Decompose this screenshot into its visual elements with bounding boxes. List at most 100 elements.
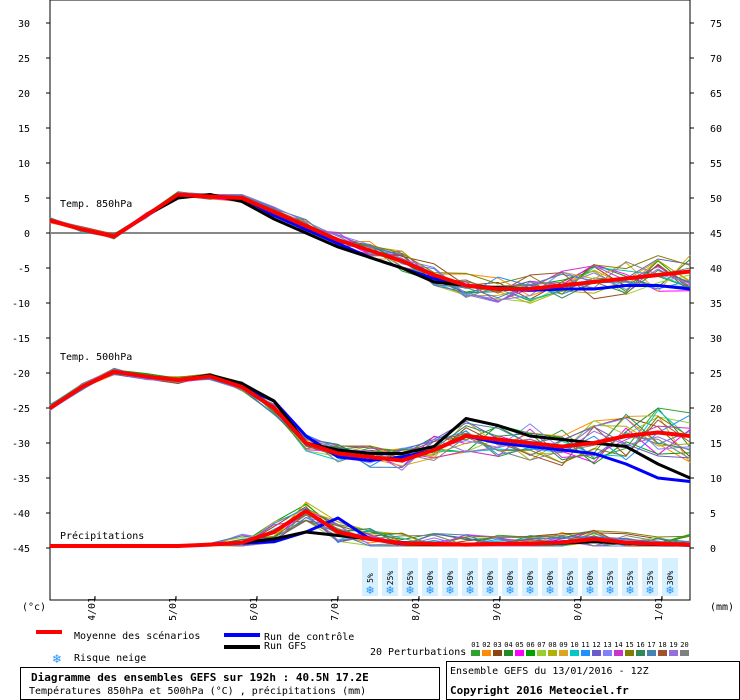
perturbation-color — [526, 650, 535, 656]
snow-risk-bar — [522, 558, 538, 596]
snowflake-icon: ❄ — [485, 584, 494, 597]
legend-control-label: Run de contrôle — [264, 632, 355, 643]
left-tick-label: -10 — [12, 299, 30, 310]
perturbation-swatch: 07 — [536, 641, 547, 656]
legend-snow-label: Risque neige — [74, 653, 147, 664]
perturbation-color — [636, 650, 645, 656]
left-tick-label: -15 — [12, 334, 30, 345]
perturbation-number: 05 — [515, 641, 524, 649]
snowflake-icon: ❄ — [605, 584, 614, 597]
label-t500: Temp. 500hPa — [60, 352, 132, 363]
perturbation-swatch: 11 — [580, 641, 591, 656]
snowflake-icon: ❄ — [525, 584, 534, 597]
perturbation-color — [603, 650, 612, 656]
snowflake-icon: ❄ — [565, 584, 574, 597]
perturbation-color — [559, 650, 568, 656]
perturbation-line — [49, 371, 691, 464]
legend-mean-swatch — [36, 630, 62, 634]
series-line — [48, 369, 691, 463]
snow-risk-value: 90% — [446, 571, 455, 586]
perturbation-swatch: 16 — [635, 641, 646, 656]
perturbation-number: 01 — [471, 641, 480, 649]
perturbation-number: 19 — [669, 641, 678, 649]
snow-risk-row: 5%❄25%❄65%❄90%❄90%❄95%❄80%❄80%❄80%❄90%❄6… — [362, 558, 678, 597]
perturbation-number: 16 — [636, 641, 645, 649]
snow-risk-bar — [582, 558, 598, 596]
snowflake-icon: ❄ — [465, 584, 474, 597]
perturbation-number: 09 — [559, 641, 568, 649]
perturbation-color — [570, 650, 579, 656]
series-line — [50, 509, 691, 548]
perturbation-color — [592, 650, 601, 656]
snow-risk-bar — [642, 558, 658, 596]
right-tick-label: 15 — [710, 439, 722, 450]
legend-perturbations-label: 20 Perturbations — [370, 647, 467, 658]
legend-gfs-swatch — [224, 645, 260, 649]
snow-risk-value: 90% — [426, 571, 435, 586]
perturbation-swatch: 13 — [602, 641, 613, 656]
right-tick-label: 45 — [710, 229, 722, 240]
right-tick-label: 75 — [710, 19, 722, 30]
snow-risk-bar — [622, 558, 638, 596]
left-tick-label: 30 — [18, 19, 30, 30]
snowflake-icon: ❄ — [665, 584, 674, 597]
left-tick-label: 20 — [18, 89, 30, 100]
perturbation-color — [680, 650, 689, 656]
perturbation-swatch: 02 — [481, 641, 492, 656]
perturbation-number: 12 — [592, 641, 601, 649]
perturbation-color — [625, 650, 634, 656]
perturbation-swatch: 10 — [569, 641, 580, 656]
snow-risk-bar — [602, 558, 618, 596]
perturbation-number: 10 — [570, 641, 579, 649]
date-tick-label: 14/01 — [87, 597, 98, 620]
left-tick-label: -5 — [18, 264, 30, 275]
left-tick-label: -20 — [12, 369, 30, 380]
date-tick-label: 20/01 — [573, 597, 584, 620]
snow-risk-value: 25% — [386, 571, 395, 586]
snow-risk-bar — [402, 558, 418, 596]
perturbation-number: 11 — [581, 641, 590, 649]
left-tick-label: -45 — [12, 544, 30, 555]
perturbation-number: 14 — [614, 641, 623, 649]
label-precip: Précipitations — [60, 530, 144, 542]
date-tick-label: 21/01 — [654, 597, 665, 620]
date-tick-label: 19/01 — [492, 597, 503, 620]
snow-risk-value: 80% — [506, 571, 515, 586]
perturbation-color — [548, 650, 557, 656]
date-tick-label: 16/01 — [249, 597, 260, 620]
right-tick-label: 35 — [710, 299, 722, 310]
perturbation-color — [515, 650, 524, 656]
perturbation-swatch: 17 — [646, 641, 657, 656]
perturbation-number: 07 — [537, 641, 546, 649]
perturbation-color — [658, 650, 667, 656]
left-axis: 30 25 20 15 10 5 0 -5 -10 -15 -20 -25 -30 -35 -40 -45 — [12, 19, 50, 555]
perturbation-swatch: 12 — [591, 641, 602, 656]
perturbation-number: 06 — [526, 641, 535, 649]
snow-risk-value: 60% — [586, 571, 595, 586]
right-tick-label: 0 — [710, 544, 716, 555]
right-tick-label: 25 — [710, 369, 722, 380]
snowflake-icon: ❄ — [385, 584, 394, 597]
perturbation-number: 18 — [658, 641, 667, 649]
perturbation-number: 04 — [504, 641, 513, 649]
snow-risk-bar — [482, 558, 498, 596]
perturbation-number: 17 — [647, 641, 656, 649]
perturbation-color — [537, 650, 546, 656]
snow-risk-bar — [502, 558, 518, 596]
snow-risk-bar — [382, 558, 398, 596]
run-label: Ensemble GEFS du 13/01/2016 - 12Z — [450, 666, 649, 677]
series-line — [49, 192, 691, 291]
perturbation-number: 03 — [493, 641, 502, 649]
snowflake-icon: ❄ — [505, 584, 514, 597]
left-unit: (°c) — [22, 602, 46, 613]
perturbation-color — [471, 650, 480, 656]
snow-risk-bar — [462, 558, 478, 596]
perturbation-swatch: 18 — [657, 641, 668, 656]
snow-risk-value: 35% — [646, 571, 655, 586]
snow-risk-value: 65% — [566, 571, 575, 586]
perturbation-swatch: 19 — [668, 641, 679, 656]
left-tick-label: -40 — [12, 509, 30, 520]
snow-risk-value: 30% — [666, 571, 675, 586]
snow-risk-value: 5% — [366, 573, 375, 583]
